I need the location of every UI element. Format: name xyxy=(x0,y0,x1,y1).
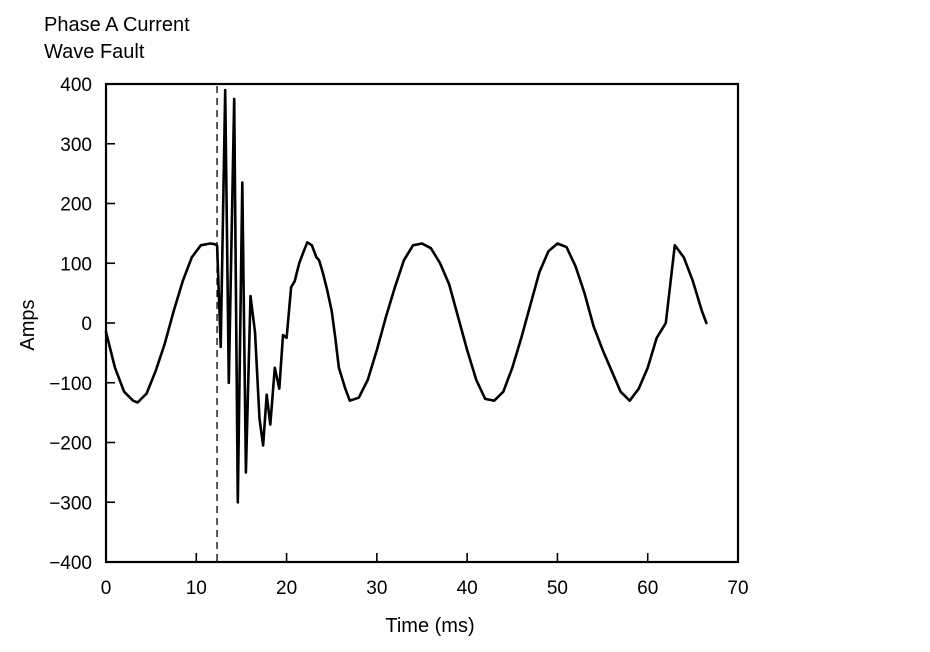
y-tick-label: −200 xyxy=(49,434,92,455)
x-tick-label: 0 xyxy=(101,578,112,599)
y-tick-label: 300 xyxy=(60,135,92,156)
x-tick-label: 20 xyxy=(276,578,297,599)
y-tick-label: 0 xyxy=(81,314,92,335)
x-tick-label: 10 xyxy=(186,578,207,599)
y-tick-label: 100 xyxy=(60,254,92,275)
x-tick-label: 40 xyxy=(457,578,478,599)
x-axis-label: Time (ms) xyxy=(385,615,474,637)
x-tick-label: 70 xyxy=(727,578,748,599)
y-tick-label: −100 xyxy=(49,374,92,395)
x-tick-label: 30 xyxy=(366,578,387,599)
y-axis-label: Amps xyxy=(17,299,39,350)
y-tick-label: 200 xyxy=(60,195,92,216)
y-tick-label: −400 xyxy=(49,553,92,574)
series-line-0 xyxy=(104,88,708,504)
y-axis-ticks: 400 300 200 100 0 −100 −200 −300 −400 xyxy=(49,75,115,574)
chart-title: Phase A Current Wave Fault xyxy=(44,12,190,66)
series-group xyxy=(104,88,708,504)
x-tick-label: 60 xyxy=(637,578,658,599)
y-tick-label: −300 xyxy=(49,493,92,514)
y-tick-label: 400 xyxy=(60,75,92,96)
chart-title-line-1: Phase A Current xyxy=(44,14,190,36)
plot-area-frame xyxy=(104,82,740,564)
chart-title-line-2: Wave Fault xyxy=(44,41,145,63)
x-tick-label: 50 xyxy=(547,578,568,599)
x-axis-ticks: 0 10 20 30 40 50 60 70 xyxy=(101,553,749,599)
